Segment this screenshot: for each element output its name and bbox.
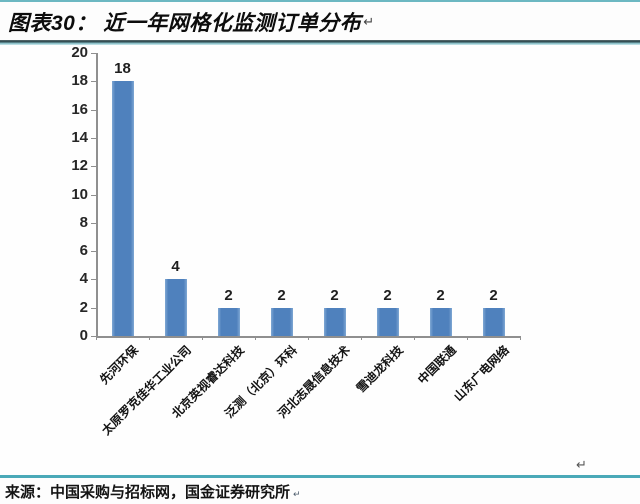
source-divider-line — [0, 475, 640, 478]
bar — [164, 279, 187, 336]
y-axis-tick — [91, 137, 96, 139]
x-axis-tick — [202, 336, 203, 340]
bar-value-label: 18 — [114, 60, 131, 78]
figure-footer: 来源：中国采购与招标网，国金证券研究所 ↵ — [5, 478, 635, 504]
y-axis-tick-label: 18 — [71, 72, 88, 90]
x-category-label: 先河环保 — [96, 343, 141, 387]
figure-title: 图表30： 近一年网格化监测订单分布 — [8, 12, 362, 35]
bar — [270, 307, 293, 336]
y-axis-tick-label: 16 — [71, 100, 88, 118]
y-axis-tick-label: 4 — [79, 270, 88, 288]
x-category-label: 中国联通 — [414, 343, 459, 387]
y-axis-tick — [91, 279, 96, 281]
y-axis-tick-label: 20 — [71, 44, 88, 61]
bar-value-label: 2 — [383, 286, 392, 304]
y-axis-tick — [91, 222, 96, 224]
y-axis-tick-label: 12 — [71, 157, 88, 175]
bar — [482, 307, 505, 336]
y-axis-tick — [91, 194, 96, 196]
x-axis-tick — [96, 336, 97, 340]
x-category-label: 太原罗克佳华工业公司 — [98, 343, 194, 438]
y-axis-line — [96, 53, 98, 337]
y-axis-tick-label: 6 — [79, 242, 88, 260]
y-axis-tick — [91, 307, 96, 309]
x-category-label: 雪迪龙科技 — [353, 343, 406, 396]
bar-value-label: 2 — [277, 286, 286, 304]
x-axis-tick — [149, 336, 150, 340]
paragraph-return-icon: ↵ — [576, 457, 587, 472]
x-axis-tick — [414, 336, 415, 340]
bar-value-label: 2 — [489, 286, 498, 304]
bar-value-label: 2 — [224, 286, 233, 304]
bar — [429, 307, 452, 336]
x-category-label: 北京英视睿达科技 — [168, 343, 247, 421]
x-axis-tick — [467, 336, 468, 340]
x-axis-tick — [255, 336, 256, 340]
y-axis-tick-label: 8 — [79, 213, 88, 231]
x-axis-tick — [520, 336, 521, 340]
paragraph-return-icon: ↵ — [293, 489, 301, 499]
y-axis-tick — [91, 81, 96, 83]
y-axis-tick-label: 14 — [71, 128, 88, 146]
figure-header: 图表30： 近一年网格化监测订单分布 ↵ — [8, 4, 632, 40]
y-axis-tick — [91, 336, 96, 337]
x-category-label: 河北志晟信息技术 — [274, 343, 353, 421]
bar — [111, 81, 134, 336]
bar — [376, 307, 399, 336]
x-axis-tick — [361, 336, 362, 340]
y-axis-tick — [91, 53, 96, 54]
bar-value-label: 2 — [436, 286, 445, 304]
top-border-line — [0, 0, 640, 2]
y-axis-tick-label: 2 — [79, 298, 88, 316]
y-axis-tick — [91, 166, 96, 168]
y-axis-tick-label: 0 — [79, 327, 88, 344]
x-axis-tick — [308, 336, 309, 340]
x-category-label: 泛测（北京）环科 — [221, 343, 300, 421]
x-category-label: 山东广电网络 — [450, 343, 512, 404]
paragraph-return-icon: ↵ — [363, 14, 375, 29]
y-axis-tick — [91, 251, 96, 253]
bar — [217, 307, 240, 336]
bar-value-label: 2 — [330, 286, 339, 304]
title-underline — [0, 40, 640, 45]
source-text: 来源：中国采购与招标网，国金证券研究所 — [5, 483, 291, 501]
bar-value-label: 4 — [171, 258, 180, 276]
bar — [323, 307, 346, 336]
bar-chart: ↵ 0 2 4 6 8 10 12 14 16 18 20 18 先河环保 4 太原罗克佳华工业公司 2 北京英… — [0, 44, 640, 475]
y-axis-tick — [91, 109, 96, 111]
y-axis-tick-label: 10 — [71, 185, 88, 203]
